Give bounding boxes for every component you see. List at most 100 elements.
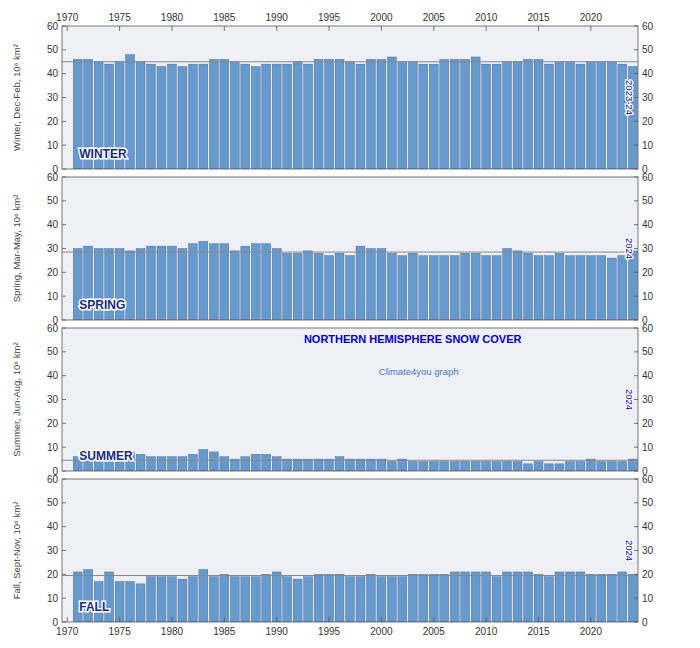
- bar: [136, 584, 145, 622]
- bar: [503, 572, 512, 622]
- y-tick: [62, 177, 66, 178]
- bar: [461, 253, 470, 320]
- x-tick: [381, 617, 382, 622]
- x-tick: [119, 617, 120, 622]
- bar: [503, 62, 512, 169]
- bar: [136, 249, 145, 321]
- y-axis-label: Fall, Sept-Nov, 10⁶ km²: [11, 502, 22, 600]
- bar: [555, 464, 564, 471]
- bar: [545, 64, 554, 169]
- y-tick-label: 20: [47, 418, 59, 429]
- y2-tick-label: 10: [642, 140, 654, 151]
- x-tick-label: 2010: [475, 626, 498, 637]
- bar: [272, 64, 281, 169]
- y-tick: [62, 121, 66, 122]
- x-tick-label: 1980: [161, 12, 184, 23]
- bar: [209, 59, 218, 169]
- bar: [419, 461, 428, 471]
- bar: [220, 59, 229, 169]
- bar: [293, 459, 302, 471]
- season-label: SUMMER: [79, 449, 133, 463]
- bar: [440, 574, 449, 622]
- bar: [366, 574, 375, 622]
- annotation: 2024: [624, 540, 635, 561]
- bar: [450, 461, 459, 471]
- bar: [398, 62, 407, 169]
- y2-tick: [634, 328, 638, 329]
- bar: [366, 59, 375, 169]
- bar: [482, 256, 491, 320]
- y-tick-label: 40: [47, 68, 59, 79]
- bar: [482, 572, 491, 622]
- x-tick-label: 1975: [108, 626, 131, 637]
- y-tick-label: 50: [47, 44, 59, 55]
- bar: [513, 461, 522, 471]
- bar: [387, 461, 396, 471]
- mean-line: [62, 61, 638, 62]
- bar: [147, 246, 156, 320]
- plot-frame: [62, 328, 638, 471]
- bar: [565, 256, 574, 320]
- bar: [335, 253, 344, 320]
- bar: [398, 256, 407, 320]
- bar: [346, 577, 355, 622]
- x-tick: [171, 617, 172, 622]
- bar: [126, 581, 135, 622]
- y2-tick: [634, 169, 638, 170]
- bar: [555, 572, 564, 622]
- plot-frame: [62, 177, 638, 320]
- y2-tick: [634, 272, 638, 273]
- y2-tick: [634, 423, 638, 424]
- x-tick: [433, 617, 434, 622]
- bars: [62, 55, 638, 169]
- bar: [398, 577, 407, 622]
- panel: 01020304050600102030405060Spring, Mar-Ma…: [11, 172, 654, 326]
- season-label: SPRING: [79, 298, 125, 312]
- y2-tick-label: 20: [642, 418, 654, 429]
- bar: [471, 253, 480, 320]
- y-tick: [62, 550, 66, 551]
- plot-background: [62, 177, 638, 320]
- x-tick: [119, 26, 120, 31]
- y2-tick: [634, 622, 638, 623]
- bar: [272, 572, 281, 622]
- bar: [314, 59, 323, 169]
- y-tick: [62, 145, 66, 146]
- bar: [492, 461, 501, 471]
- bar: [618, 461, 627, 471]
- bar: [209, 244, 218, 320]
- x-tick: [67, 26, 68, 31]
- y-tick-label: 10: [47, 140, 59, 151]
- bar: [492, 64, 501, 169]
- x-tick: [433, 26, 434, 31]
- bar: [513, 62, 522, 169]
- annotation: 2023-24: [624, 80, 635, 115]
- bar: [461, 59, 470, 169]
- bar: [325, 256, 334, 320]
- y2-tick-label: 50: [642, 497, 654, 508]
- bar: [377, 59, 386, 169]
- bar: [471, 461, 480, 471]
- y2-tick: [634, 177, 638, 178]
- bar: [356, 246, 365, 320]
- bar: [325, 459, 334, 471]
- bar: [555, 62, 564, 169]
- y2-tick-label: 40: [642, 68, 654, 79]
- bar: [576, 572, 585, 622]
- bar: [304, 577, 313, 622]
- bar: [335, 457, 344, 471]
- y-tick: [62, 169, 66, 170]
- y-tick: [62, 399, 66, 400]
- y2-tick-label: 30: [642, 92, 654, 103]
- bar: [586, 256, 595, 320]
- x-tick-label: 2010: [475, 12, 498, 23]
- bar: [628, 459, 637, 471]
- bar: [241, 64, 250, 169]
- y-tick: [62, 471, 66, 472]
- bar: [241, 577, 250, 622]
- bar: [503, 249, 512, 321]
- plot-background: [62, 479, 638, 622]
- x-tick: [224, 26, 225, 31]
- y2-tick: [634, 121, 638, 122]
- bar: [220, 244, 229, 320]
